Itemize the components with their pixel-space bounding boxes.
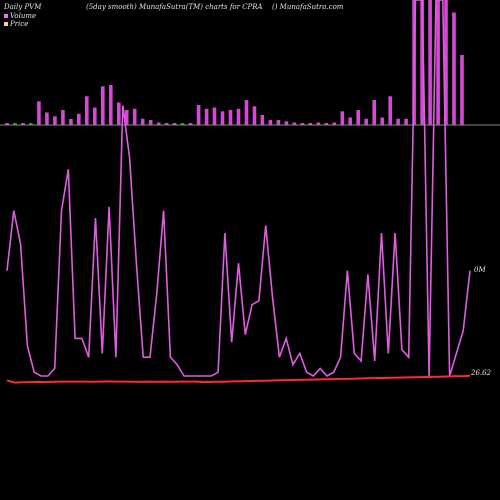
volume-bar — [244, 100, 249, 125]
volume-bar — [5, 123, 9, 125]
volume-bar — [236, 108, 241, 126]
volume-bar — [164, 123, 169, 125]
volume-bar — [284, 121, 289, 126]
volume-bar — [21, 123, 25, 125]
volume-bar — [252, 106, 257, 126]
volume-bar — [308, 123, 313, 125]
volume-bar — [156, 122, 161, 125]
volume-bar — [324, 123, 329, 125]
volume-bar — [180, 123, 185, 125]
volume-bar — [444, 0, 448, 125]
volume-bar — [388, 96, 392, 126]
volume-bar — [356, 110, 360, 125]
volume-bar — [340, 111, 345, 126]
volume-bar — [85, 96, 89, 126]
volume-bar — [13, 123, 17, 125]
volume-bar — [316, 122, 321, 125]
legend-price: Price — [4, 20, 28, 28]
volume-bar — [29, 123, 33, 125]
volume-bar — [268, 120, 273, 125]
volume-bar — [45, 112, 49, 125]
volume-bar — [140, 118, 145, 126]
pvm-line — [6, 0, 471, 378]
volume-bar — [204, 108, 209, 126]
chart-title-center: (5day smooth) MunafaSutra(TM) charts for… — [86, 3, 263, 11]
legend-volume-swatch — [4, 14, 8, 18]
volume-bar — [436, 0, 440, 125]
volume-axis-label: 0M — [474, 266, 486, 274]
volume-bar — [124, 110, 129, 125]
volume-bar — [460, 55, 464, 125]
volume-bar — [37, 101, 41, 126]
volume-bar — [292, 122, 297, 125]
chart-title-left: Daily PVM — [4, 3, 42, 11]
volume-bar — [196, 105, 201, 125]
volume-bar — [332, 122, 337, 125]
price-line — [6, 374, 471, 384]
price-axis-label: 26.62 — [470, 369, 492, 377]
volume-bar — [348, 117, 352, 125]
volume-bar — [172, 123, 177, 125]
volume-bars — [5, 0, 464, 126]
volume-bar — [69, 119, 73, 125]
volume-bar — [148, 120, 153, 125]
volume-bar — [452, 12, 456, 125]
volume-bar — [364, 118, 368, 126]
volume-bar — [101, 86, 105, 126]
volume-bar — [228, 110, 233, 125]
volume-bar — [77, 113, 81, 126]
volume-bar — [380, 117, 384, 125]
volume-bar — [396, 118, 400, 126]
volume-bar — [109, 85, 113, 125]
chart-title-right: () MunafaSutra.com — [272, 3, 344, 11]
legend-price-swatch — [4, 22, 8, 26]
legend-volume-label: Volume — [10, 12, 37, 20]
volume-bar — [212, 107, 217, 125]
volume-bar — [220, 111, 225, 126]
volume-bar — [53, 116, 57, 126]
volume-bar — [117, 102, 121, 125]
legend-price-label: Price — [10, 20, 29, 28]
volume-bar — [93, 107, 97, 125]
volume-bar — [372, 100, 376, 125]
volume-bar — [276, 120, 281, 125]
volume-bar — [300, 123, 305, 125]
legend-volume: Volume — [4, 12, 36, 20]
volume-bar — [260, 115, 265, 125]
volume-bar — [428, 0, 432, 125]
volume-bar — [132, 108, 137, 126]
volume-bar — [188, 123, 193, 125]
volume-bar — [404, 118, 408, 126]
volume-bar — [61, 110, 65, 125]
volume-bar — [420, 0, 424, 125]
